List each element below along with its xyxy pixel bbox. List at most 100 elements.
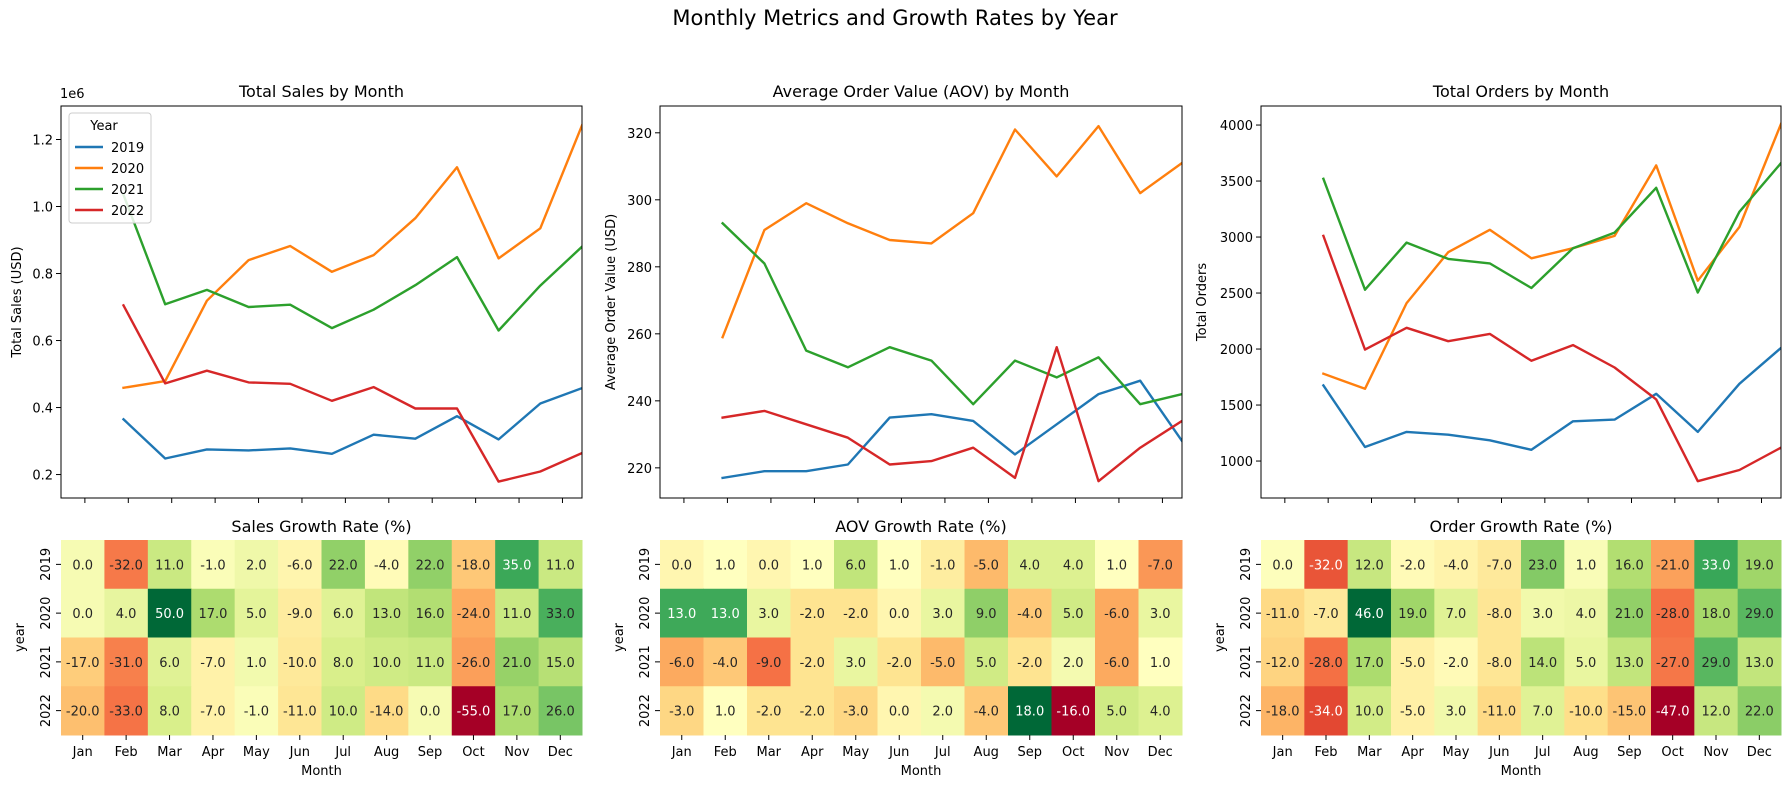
heatmap-cell [538, 637, 583, 687]
heatmap-value: -4.0 [1017, 607, 1042, 622]
heatmap-cell [1564, 637, 1609, 687]
y-tick-label: 2019 [1239, 548, 1254, 581]
heatmap-value: -2.0 [756, 705, 781, 720]
heatmap-cell [790, 637, 835, 687]
x-tick-label: Jan [671, 745, 692, 760]
heatmap-cell [1138, 540, 1183, 590]
series-line-2022 [1321, 234, 1781, 483]
heatmap-cell [321, 686, 366, 736]
heatmap-cell [790, 540, 835, 590]
heatmap-cell [1607, 540, 1652, 590]
heatmap-value: 0.0 [758, 558, 779, 573]
x-tick-label: Nov [504, 745, 530, 760]
y-tick-label: 0.6 [32, 335, 53, 350]
x-tick-label: Dec [1747, 745, 1772, 760]
heatmap-cell [1477, 540, 1522, 590]
heatmap-cell [660, 588, 704, 638]
series-line-2021 [1321, 161, 1781, 294]
heatmap-cell [703, 588, 748, 638]
heatmap-value: -47.0 [1656, 705, 1690, 720]
heatmap-cell [1304, 637, 1349, 687]
heatmap-title: Sales Growth Rate (%) [231, 517, 411, 536]
heatmap-cell [703, 686, 748, 736]
heatmap-value: -18.0 [457, 558, 491, 573]
heatmap-value: 3.0 [758, 607, 779, 622]
y-axis-label: year [1213, 622, 1228, 652]
x-tick-label: Feb [1314, 745, 1337, 760]
heatmap-value: 17.0 [198, 607, 227, 622]
heatmap-value: -31.0 [109, 656, 143, 671]
heatmap-value: 2.0 [246, 558, 267, 573]
heatmap-cell [191, 637, 236, 687]
heatmap-cell [191, 540, 236, 590]
x-tick-label: Apr [1401, 745, 1424, 760]
heatmap-cell [1477, 637, 1522, 687]
heatmap-cell [1564, 686, 1609, 736]
heatmap-value: 12.0 [1702, 705, 1731, 720]
y-axis-label: Total Orders [1195, 263, 1210, 342]
heatmap-value: -15.0 [1613, 705, 1647, 720]
y-tick-label: 4000 [1220, 119, 1253, 134]
x-tick-label: Sep [418, 745, 443, 760]
heatmap-value: -7.0 [1487, 558, 1512, 573]
heatmap-cell [834, 686, 878, 736]
heatmap-cell [747, 637, 791, 687]
y-tick-label: 1500 [1220, 399, 1253, 414]
heatmap-value: 13.0 [1615, 656, 1644, 671]
heatmap-cell [1694, 540, 1739, 590]
y-tick-label: 1.2 [32, 134, 53, 149]
heatmap-cell [1434, 540, 1479, 590]
heatmap-cell [877, 540, 922, 590]
series-line-2021 [121, 193, 582, 332]
y-offset-label: 1e6 [60, 87, 85, 102]
heatmap-value: -16.0 [1056, 705, 1090, 720]
heatmap-value: 33.0 [546, 607, 575, 622]
heatmap-cell [1261, 637, 1305, 687]
heatmap-cell [703, 637, 748, 687]
heatmap-cell [104, 588, 149, 638]
plot-frame [60, 105, 583, 499]
y-tick-label: 2022 [39, 694, 54, 727]
heatmap-cell [1095, 637, 1139, 687]
heatmap-cell [191, 588, 236, 638]
heatmap-value: -7.0 [1148, 558, 1173, 573]
heatmap-value: -9.0 [756, 656, 781, 671]
x-tick-label: Jun [1488, 745, 1509, 760]
series-group [121, 123, 582, 483]
heatmap-cell [1521, 540, 1565, 590]
heatmap-value: 6.0 [333, 607, 354, 622]
heatmap-cell [451, 686, 496, 736]
heatmap-value: 13.0 [372, 607, 401, 622]
heatmap-value: 0.0 [1272, 558, 1293, 573]
heatmap-value: 1.0 [715, 705, 736, 720]
x-tick-label: Feb [115, 745, 138, 760]
heatmap-value: 5.0 [246, 607, 267, 622]
heatmap-cell [278, 588, 322, 638]
heatmap-cell [364, 686, 409, 736]
legend-title: Year [89, 119, 118, 134]
heatmap-cell [1391, 540, 1435, 590]
heatmap-value: -14.0 [370, 705, 404, 720]
heatmap-cell [1008, 540, 1052, 590]
legend-box [68, 112, 152, 224]
heatmap-value: 9.0 [976, 607, 997, 622]
y-axis-label: year [612, 622, 627, 652]
heatmap-value: -26.0 [457, 656, 491, 671]
heatmap-cell [921, 686, 965, 736]
heatmap-value: -7.0 [1313, 607, 1338, 622]
heatmap-value: 4.0 [1150, 705, 1171, 720]
heatmap-cell [321, 540, 366, 590]
heatmap-cell [1651, 686, 1695, 736]
heatmap-value: 13.0 [711, 607, 740, 622]
y-tick-label: 2021 [1239, 645, 1254, 678]
heatmap-cell [234, 686, 279, 736]
heatmap-cell [921, 588, 965, 638]
x-tick-label: May [1443, 745, 1470, 760]
heatmap-cell [147, 540, 192, 590]
heatmap-value: 11.0 [502, 607, 531, 622]
heatmap-cell [1564, 588, 1609, 638]
x-tick-label: Nov [1703, 745, 1729, 760]
heatmap-value: 3.0 [1532, 607, 1553, 622]
heatmap-cell [1607, 637, 1652, 687]
heatmap-value: 2.0 [932, 705, 953, 720]
